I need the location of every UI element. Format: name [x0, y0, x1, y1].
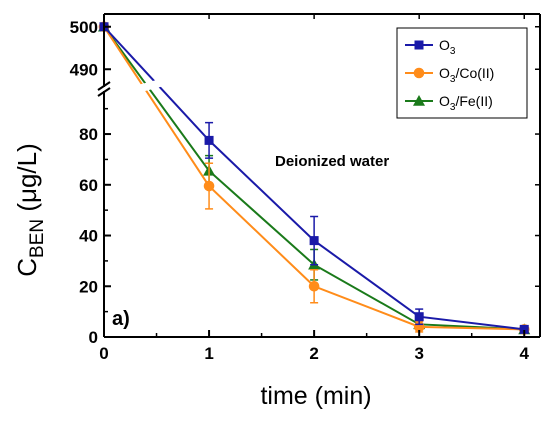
y-tick-label: 500 [70, 18, 98, 37]
legend-item: O3/Fe(II) [405, 93, 493, 113]
y-axis-title-main: C [12, 258, 42, 277]
data-point [204, 135, 214, 145]
axis-break-gap [134, 78, 164, 94]
axis-break-gap-fill [134, 78, 164, 94]
y-axis-title-sub: BEN [27, 219, 48, 258]
y-tick-label: 20 [79, 277, 98, 296]
legend-marker [413, 95, 425, 106]
legend-marker [414, 40, 424, 50]
x-tick-label: 3 [414, 344, 423, 363]
y-tick-label: 80 [79, 125, 98, 144]
y-axis-title-unit: (μg/L) [12, 143, 42, 219]
data-point [309, 236, 319, 246]
x-tick-label: 0 [99, 344, 108, 363]
y-tick-label: 490 [70, 60, 98, 79]
legend-label: O3/Co(II) [439, 65, 494, 85]
data-point [414, 312, 424, 322]
legend: O3 O3/Co(II) O3/Fe(II) [396, 27, 528, 119]
x-tick-label: 1 [204, 344, 213, 363]
axis-break-mark [97, 87, 111, 97]
x-tick-label: 4 [520, 344, 530, 363]
data-point [519, 324, 529, 334]
data-point [203, 180, 215, 192]
legend-item: O3 [405, 37, 456, 57]
axis-break-symbol [97, 81, 111, 97]
legend-item: O3/Co(II) [405, 65, 494, 85]
y-tick-label: 40 [79, 227, 98, 246]
axis-break-mark [97, 81, 111, 91]
annotation-label: Deionized water [275, 153, 389, 170]
panel-label: a) [112, 308, 130, 330]
legend-label: O3/Fe(II) [439, 93, 493, 113]
legend-marker [413, 67, 425, 79]
y-tick-label: 0 [89, 328, 98, 347]
y-tick-label: 60 [79, 176, 98, 195]
x-axis-title: time (min) [260, 382, 371, 410]
x-tick-label: 2 [309, 344, 318, 363]
legend-label: O3 [439, 37, 456, 57]
y-axis-title: CBEN (μg/L) [12, 143, 48, 277]
data-point [308, 280, 320, 292]
